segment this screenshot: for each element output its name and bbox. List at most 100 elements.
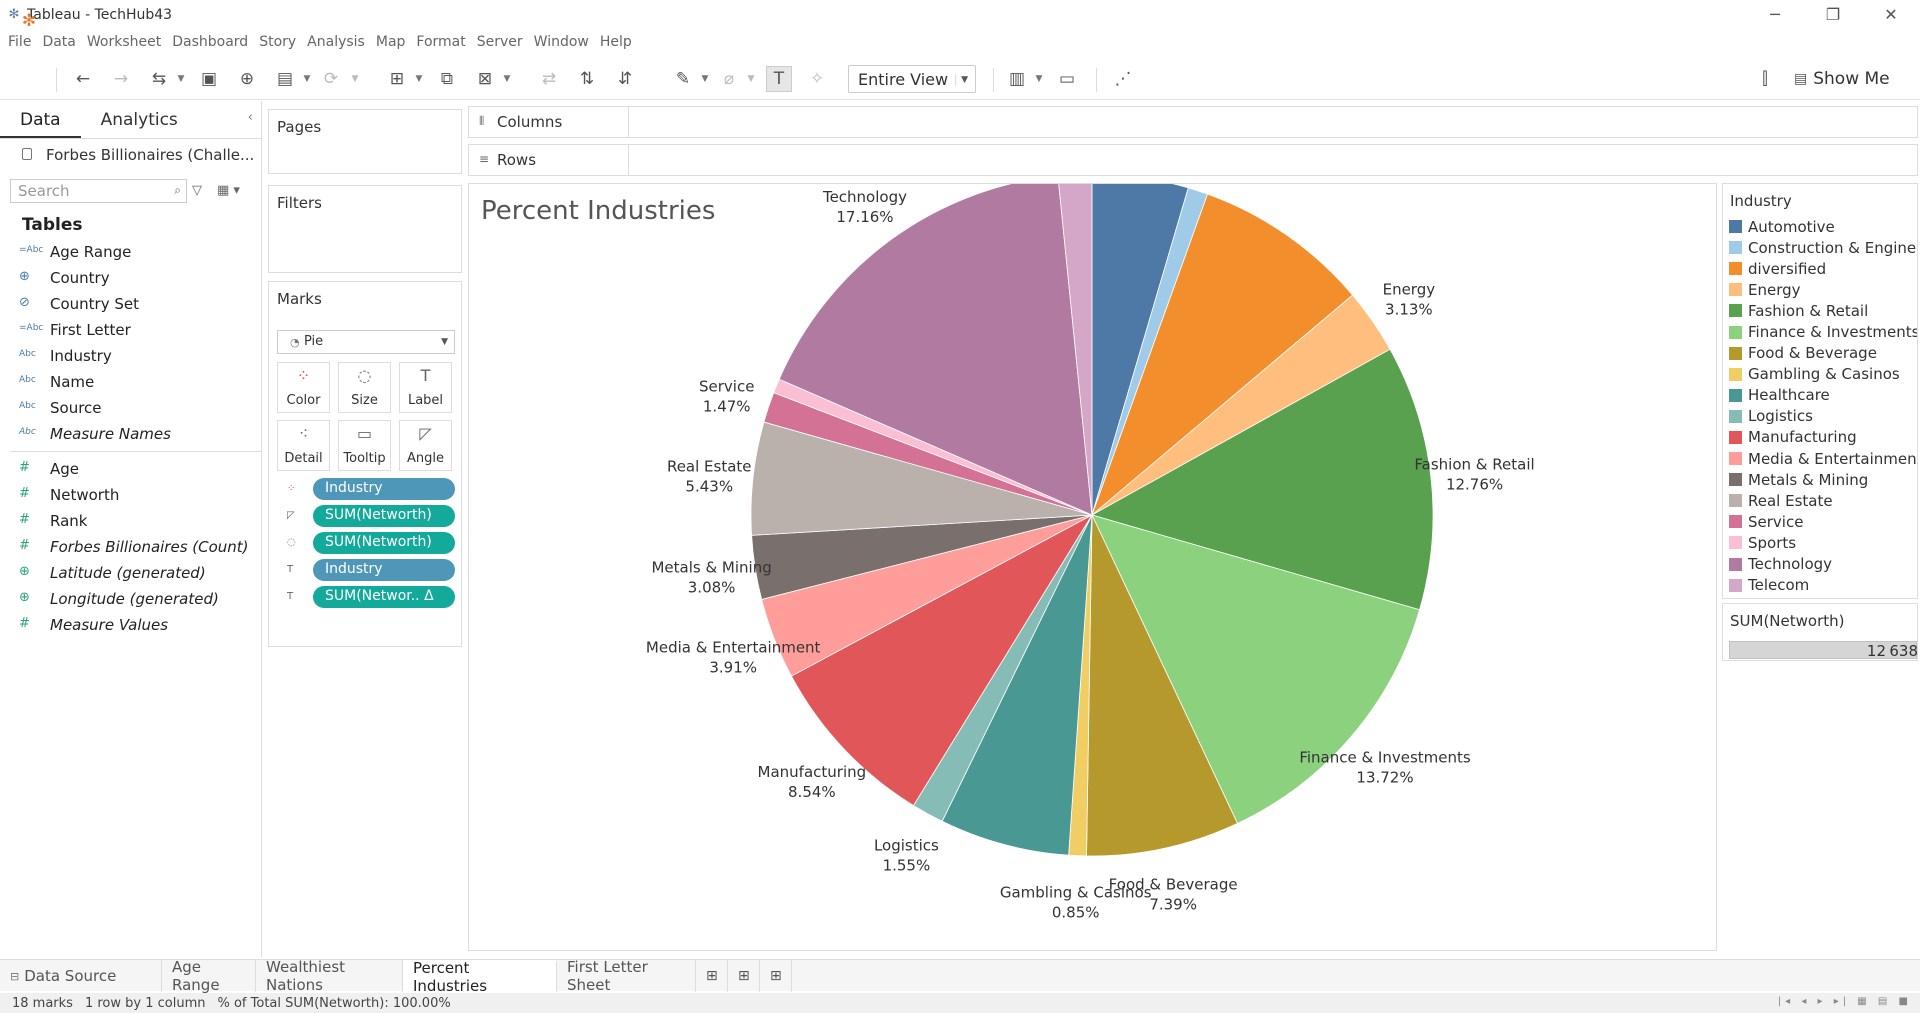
legend-item[interactable]: Media & Entertainment (1723, 448, 1917, 469)
legend-item[interactable]: Telecom (1723, 575, 1917, 596)
show-me-button[interactable]: ▤ Show Me (1794, 67, 1890, 91)
duplicate-icon[interactable]: ⧉ (440, 69, 454, 89)
menu-window[interactable]: Window (533, 34, 589, 50)
legend-item[interactable]: Manufacturing (1723, 427, 1917, 448)
legend-item[interactable]: Sports (1723, 532, 1917, 553)
field-measure-names[interactable]: Abc Measure Names (19, 425, 171, 443)
undo-icon[interactable]: ← (75, 69, 91, 89)
save-icon[interactable]: ▣ (200, 69, 218, 89)
minimize-icon[interactable]: ─ (1770, 5, 1780, 24)
legend-item[interactable]: Technology (1723, 554, 1917, 575)
new-worksheet-icon[interactable]: ⊞ (696, 960, 728, 992)
field-country[interactable]: ⊕ Country (19, 269, 110, 287)
tableau-home-icon[interactable]: ✻ (21, 11, 37, 31)
legend-item[interactable]: Energy (1723, 279, 1917, 300)
sort-descending-icon[interactable]: ⇵ (617, 69, 633, 89)
refresh-icon[interactable]: ⟳ (323, 69, 339, 89)
show-mark-labels-icon[interactable]: T (766, 66, 792, 92)
pie-slice[interactable] (1090, 348, 1434, 611)
group-icon[interactable]: ⌀ (723, 69, 735, 89)
new-dashboard-icon[interactable]: ⊞ (728, 960, 760, 992)
viz-pane[interactable]: Percent Industries Construction & Engine… (468, 183, 1717, 951)
legend-item[interactable]: Food & Beverage (1723, 343, 1917, 364)
view-options-icon[interactable]: ▦ ▾ (217, 183, 240, 198)
collapse-panel-icon[interactable]: ‹ (247, 110, 253, 125)
columns-shelf[interactable]: ⦀ Columns (468, 106, 1918, 138)
field-source[interactable]: Abc Source (19, 399, 102, 417)
menu-analysis[interactable]: Analysis (307, 34, 365, 50)
field-networth[interactable]: # Networth (19, 486, 120, 504)
legend-item[interactable]: Fashion & Retail (1723, 300, 1917, 321)
tab-first-letter-sheet[interactable]: First Letter Sheet (557, 958, 696, 994)
chevron-down-icon[interactable]: ▼ (503, 74, 511, 84)
chevron-down-icon[interactable]: ▼ (747, 74, 755, 84)
chevron-down-icon[interactable]: ▼ (303, 74, 311, 84)
pie-chart[interactable]: Construction & Engineering0.96%Energy3.1… (469, 184, 1716, 950)
highlight-icon[interactable]: ✎ (675, 69, 691, 89)
field-industry[interactable]: Abc Industry (19, 347, 112, 365)
legend-item[interactable]: Construction & Engine.. (1723, 237, 1917, 258)
legend-item[interactable]: Automotive (1723, 216, 1917, 237)
legend-item[interactable]: Real Estate (1723, 490, 1917, 511)
field-latitude[interactable]: ⊕ Latitude (generated) (19, 564, 206, 582)
fix-axes-icon[interactable]: ✧ (809, 69, 825, 89)
swap-rows-columns-icon[interactable]: ⇄ (541, 69, 557, 89)
close-icon[interactable]: ✕ (1884, 5, 1898, 24)
color-button[interactable]: ⁘ Color (277, 362, 330, 413)
networth-size-pill[interactable]: SUM(Networth) (313, 532, 455, 554)
new-datasource-icon[interactable]: ⊕ (239, 69, 255, 89)
menu-map[interactable]: Map (375, 34, 406, 50)
networth-angle-pill[interactable]: SUM(Networth) (313, 505, 455, 527)
datasource-item[interactable]: Forbes Billionaires (Challe... (0, 139, 261, 171)
menu-dashboard[interactable]: Dashboard (172, 34, 249, 50)
field-measure-values[interactable]: # Measure Values (19, 616, 169, 634)
tab-wealthiest-nations[interactable]: Wealthiest Nations (256, 958, 403, 994)
clear-sheet-icon[interactable]: ⊠ (477, 69, 493, 89)
field-country-set[interactable]: ⊘ Country Set (19, 295, 139, 313)
rows-shelf[interactable]: ≡ Rows (468, 144, 1918, 176)
field-name[interactable]: Abc Name (19, 373, 95, 391)
mark-type-dropdown[interactable]: ◔ Pie ▼ (277, 330, 455, 354)
pie-slice[interactable] (1058, 184, 1093, 516)
share-icon[interactable]: ⋰ (1114, 69, 1132, 89)
new-worksheet-icon[interactable]: ⊞ (389, 69, 405, 89)
pie-slice[interactable] (1091, 514, 1421, 824)
pie-slice[interactable] (941, 514, 1093, 856)
networth-percent-label-pill[interactable]: SUM(Networ.. Δ (313, 586, 455, 608)
menu-format[interactable]: Format (416, 34, 466, 50)
new-story-icon[interactable]: ⊞ (760, 960, 792, 992)
pie-slice[interactable] (790, 513, 1094, 807)
chevron-down-icon[interactable]: ▼ (1035, 74, 1043, 84)
mark-card-toggle-icon[interactable]: ⫿ (1762, 69, 1768, 89)
filters-card[interactable]: Filters (268, 185, 462, 273)
angle-button[interactable]: ◸ Angle (399, 420, 452, 471)
legend-item[interactable]: Service (1723, 511, 1917, 532)
tab-data[interactable]: Data (0, 110, 81, 138)
field-age-range[interactable]: =Abc Age Range (19, 243, 132, 261)
menu-data[interactable]: Data (42, 34, 76, 50)
tab-data-source[interactable]: ⊟ Data Source (0, 960, 162, 992)
pages-card[interactable]: Pages (268, 109, 462, 174)
menu-help[interactable]: Help (599, 34, 632, 50)
chevron-down-icon[interactable]: ▼ (415, 74, 423, 84)
legend-item[interactable]: Finance & Investments (1723, 321, 1917, 342)
chevron-down-icon[interactable]: ▼ (351, 74, 359, 84)
legend-item[interactable]: Healthcare (1723, 385, 1917, 406)
menu-worksheet[interactable]: Worksheet (86, 34, 162, 50)
sort-ascending-icon[interactable]: ⇅ (579, 69, 595, 89)
legend-item[interactable]: Gambling & Casinos (1723, 364, 1917, 385)
label-button[interactable]: T Label (399, 362, 452, 413)
legend-item[interactable]: Metals & Mining (1723, 469, 1917, 490)
tab-percent-industries[interactable]: Percent Industries (403, 959, 557, 995)
tab-analytics[interactable]: Analytics (100, 110, 178, 130)
legend-item[interactable]: Logistics (1723, 406, 1917, 427)
presentation-mode-icon[interactable]: ▭ (1058, 69, 1076, 89)
filter-icon[interactable]: ▽ (192, 183, 202, 198)
redo-icon[interactable]: → (113, 69, 129, 89)
pie-slice[interactable] (778, 184, 1093, 516)
tab-age-range[interactable]: Age Range (162, 958, 256, 994)
industry-color-pill[interactable]: Industry (313, 478, 455, 500)
field-count[interactable]: # Forbes Billionaires (Count) (19, 538, 249, 556)
restore-icon[interactable]: ❐ (1825, 5, 1841, 24)
field-rank[interactable]: # Rank (19, 512, 88, 530)
